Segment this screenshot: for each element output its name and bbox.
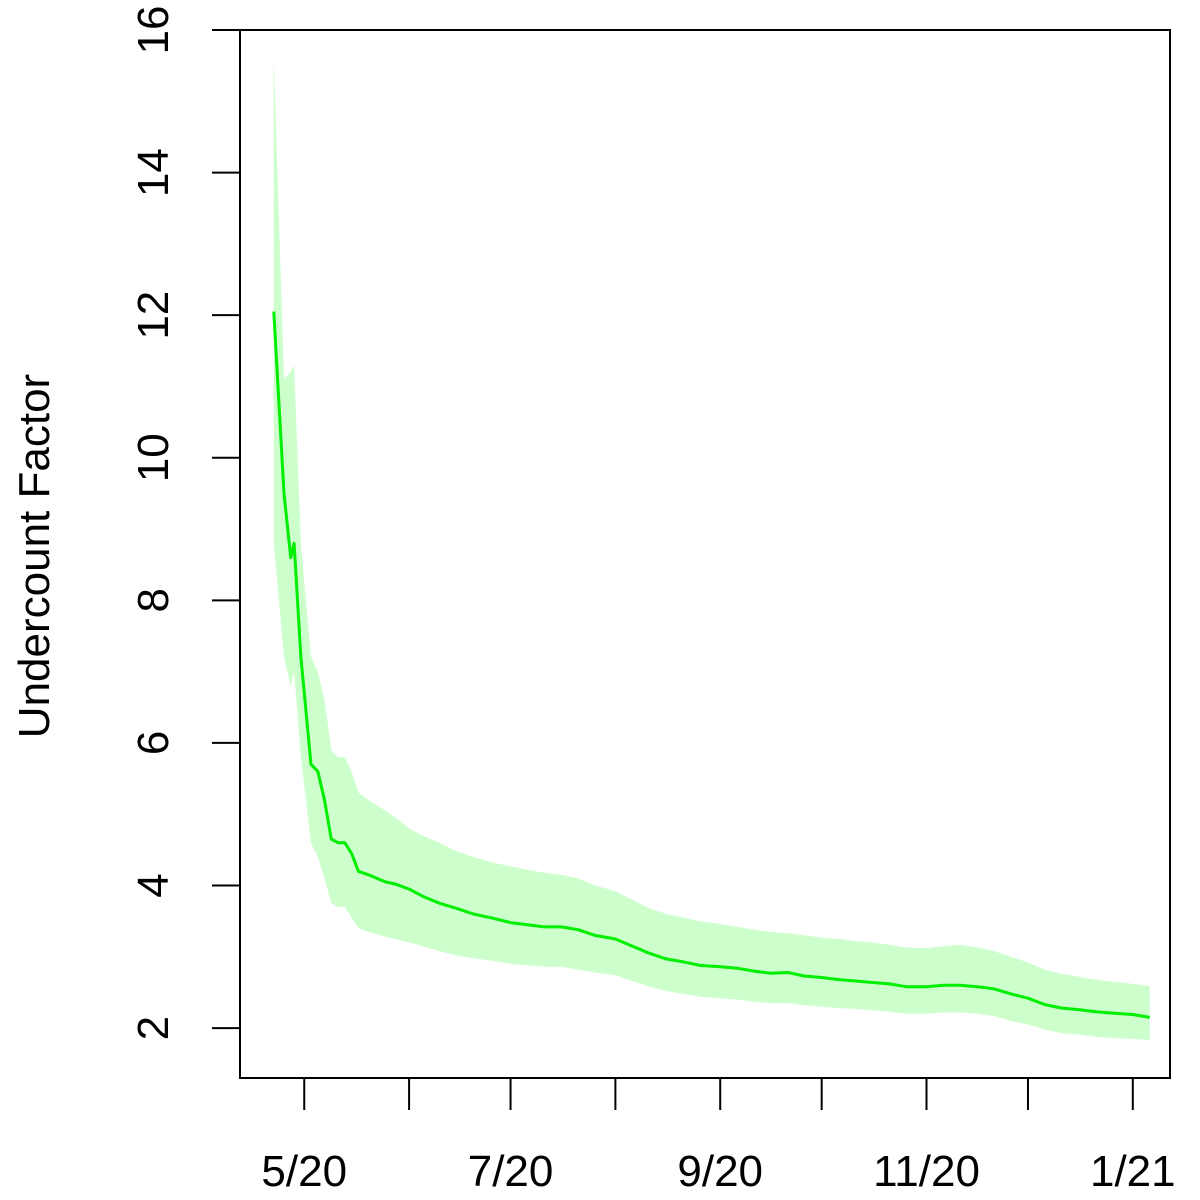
- x-tick-label: 11/20: [873, 1147, 980, 1196]
- y-axis-title: Undercount Factor: [10, 374, 59, 738]
- y-tick-label: 4: [129, 873, 178, 897]
- series-line: [272, 311, 1150, 1019]
- x-tick-label: 7/20: [468, 1147, 554, 1196]
- confidence-band-layer: [273, 58, 1150, 1041]
- y-tick-label: 10: [129, 433, 178, 482]
- x-tick-label: 9/20: [677, 1147, 763, 1196]
- y-tick-label: 8: [129, 588, 178, 612]
- y-tick-label: 16: [129, 6, 178, 55]
- y-tick-label: 6: [129, 731, 178, 755]
- x-tick-label: 1/21: [1090, 1147, 1176, 1196]
- x-tick-label: 5/20: [261, 1147, 347, 1196]
- y-axis: 2 4 6 8 10 12 14 16: [129, 6, 240, 1040]
- y-tick-label: 14: [129, 148, 178, 197]
- x-axis: 5/20 7/20 9/20 11/20 1/21: [261, 1078, 1176, 1196]
- data-line-layer: [272, 311, 1150, 1019]
- y-tick-label: 2: [129, 1016, 178, 1040]
- confidence-band: [273, 58, 1150, 1041]
- y-tick-label: 12: [129, 291, 178, 340]
- plot-frame: [239, 29, 1171, 1079]
